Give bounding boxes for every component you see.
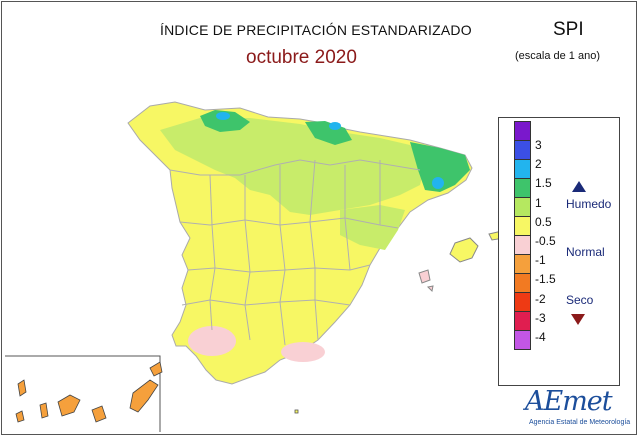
spi-legend: 3 2 1.5 1 0.5 -0.5 -1 -1.5 -2 -3 -4 Humedo Normal …	[498, 117, 620, 386]
legend-tick-label: 1	[535, 195, 542, 210]
legend-swatch	[514, 178, 531, 198]
canary-islands	[15, 361, 163, 423]
legend-tick-label: -2	[535, 291, 546, 306]
legend-tick-label: -4	[535, 330, 546, 344]
legend-tick-label: -0.5	[535, 234, 556, 248]
legend-swatch	[514, 292, 531, 312]
legend-swatch	[514, 330, 531, 350]
scale-note: (escala de 1 ano)	[515, 50, 600, 62]
ibiza-island	[418, 269, 431, 284]
dry-triangle-icon	[571, 314, 585, 325]
legend-swatch	[514, 197, 531, 217]
legend-tick-label: -1.5	[535, 272, 556, 287]
cantabria-very-wet-spot	[216, 112, 230, 120]
east-moderate-wet-zone	[340, 205, 405, 250]
legend-swatch	[514, 311, 531, 331]
logo-subtitle: Agencia Estatal de Meteorología	[529, 419, 631, 426]
legend-tick-label: -3	[535, 310, 546, 325]
girona-very-wet-spot	[432, 177, 444, 189]
ceuta-melilla	[294, 409, 299, 414]
malaga-dry-spot	[281, 342, 325, 362]
legend-swatch	[514, 254, 531, 274]
legend-category-wet: Humedo	[566, 197, 612, 211]
huelva-dry-spot	[188, 326, 236, 356]
cantabrian-wet-zone	[200, 110, 250, 132]
wet-triangle-icon	[572, 181, 586, 192]
legend-tick-label: -1	[535, 253, 546, 268]
catalonia-wet-zone	[410, 142, 470, 192]
legend-tick-label: 3	[535, 138, 542, 152]
aemet-logo: AEmet Agencia Estatal de Meteorología	[525, 386, 630, 430]
legend-swatch	[514, 216, 531, 236]
legend-swatch	[514, 121, 531, 141]
legend-swatch	[514, 273, 531, 293]
legend-tick-label: 0.5	[535, 214, 552, 229]
logo-wordmark: AEmet	[525, 386, 613, 417]
legend-category-dry: Seco	[566, 293, 594, 307]
legend-tick-label: 2	[535, 157, 542, 172]
map-period: octubre 2020	[246, 47, 357, 68]
formentera-island	[426, 285, 434, 293]
legend-swatch	[514, 235, 531, 255]
canary-inset-border	[5, 355, 161, 432]
mallorca-island	[449, 237, 479, 263]
province-borders	[169, 159, 421, 346]
legend-swatch	[514, 140, 531, 160]
map-title: ÍNDICE DE PRECIPITACIÓN ESTANDARIZADO	[160, 22, 472, 38]
legend-category-normal: Normal	[566, 245, 605, 259]
legend-tick-label: 1.5	[535, 176, 552, 191]
basque-very-wet-spot	[329, 122, 341, 130]
north-moderate-wet-zone	[160, 118, 425, 215]
legend-swatch	[514, 159, 531, 179]
index-name: SPI	[553, 19, 584, 40]
legend-swatches	[514, 121, 531, 350]
